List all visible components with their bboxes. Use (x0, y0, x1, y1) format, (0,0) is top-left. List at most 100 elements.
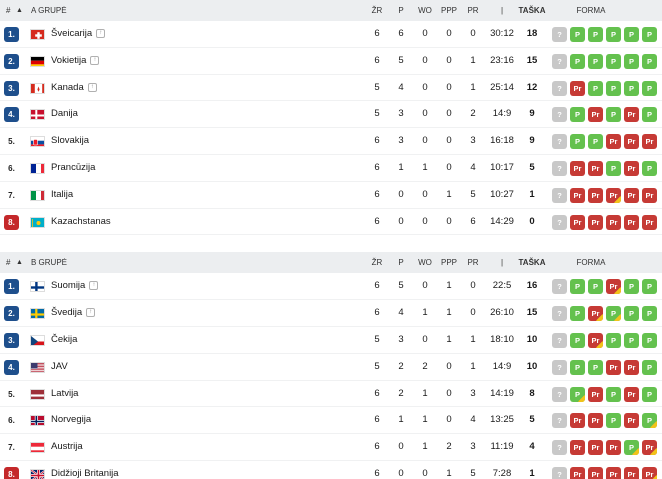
team-name-text[interactable]: JAV (51, 360, 68, 372)
team-name-text[interactable]: Šveicarija (51, 28, 93, 39)
form-win-badge[interactable]: P (570, 332, 585, 348)
qualified-icon[interactable]: ↑ (89, 281, 99, 291)
form-loss-badge[interactable]: Pr (624, 386, 639, 402)
team-name[interactable]: Šveicarija ↑ (51, 21, 106, 48)
form-loss-badge[interactable]: Pr (588, 214, 603, 230)
form-upcoming-badge[interactable]: ? (552, 466, 567, 479)
table-row[interactable]: 4. JAV 5 2 2 0 1 14:9 10 ? P P Pr Pr P (0, 354, 662, 381)
rank-column-header[interactable]: # (6, 258, 11, 268)
team-name-text[interactable]: Norvegija (51, 414, 92, 426)
form-win-badge[interactable]: P (624, 440, 639, 456)
form-upcoming-badge[interactable]: ? (552, 80, 567, 96)
form-win-badge[interactable]: P (624, 80, 639, 96)
form-win-badge[interactable]: P (570, 359, 585, 375)
team-name[interactable]: Didžioji Britanija (51, 461, 119, 479)
form-win-badge[interactable]: P (606, 53, 621, 69)
form-win-badge[interactable]: P (588, 279, 603, 295)
form-win-badge[interactable]: P (642, 306, 657, 322)
team-name[interactable]: Kazachstanas (51, 209, 111, 236)
table-row[interactable]: 3. Čekija 5 3 0 1 1 18:10 10 ? P Pr P P P (0, 327, 662, 354)
form-upcoming-badge[interactable]: ? (552, 53, 567, 69)
goals-column-header[interactable]: | (500, 6, 504, 15)
team-name-text[interactable]: Suomija (51, 280, 86, 292)
table-row[interactable]: 1. Šveicarija ↑ 6 6 0 0 0 30:12 18 ? P P P P P (0, 21, 662, 48)
form-loss-badge[interactable]: Pr (588, 160, 603, 176)
form-loss-badge[interactable]: Pr (642, 466, 657, 479)
form-loss-badge[interactable]: Pr (606, 187, 621, 203)
ot-losses-column-header[interactable]: PPP (440, 258, 457, 268)
qualified-icon[interactable]: ↑ (90, 55, 100, 65)
form-win-badge[interactable]: P (570, 306, 585, 322)
table-row[interactable]: 7. Austrija 6 0 1 2 3 11:19 4 ? Pr Pr Pr P Pr (0, 434, 662, 461)
form-upcoming-badge[interactable]: ? (552, 107, 567, 123)
team-name[interactable]: Švedija ↑ (51, 300, 96, 327)
form-win-badge[interactable]: P (642, 332, 657, 348)
form-win-badge[interactable]: P (624, 279, 639, 295)
points-column-header[interactable]: TAŠKA (518, 258, 546, 268)
form-loss-badge[interactable]: Pr (588, 440, 603, 456)
team-name[interactable]: Suomija ↑ (51, 273, 99, 300)
team-name-text[interactable]: Austrija (51, 441, 83, 453)
wins-column-header[interactable]: P (398, 6, 404, 15)
team-name[interactable]: Vokietija ↑ (51, 48, 100, 75)
table-row[interactable]: 5. Slovakija 6 3 0 0 3 16:18 9 ? P P Pr Pr Pr (0, 128, 662, 155)
table-row[interactable]: 8. Didžioji Britanija 6 0 0 1 5 7:28 1 ?… (0, 461, 662, 479)
table-row[interactable]: 5. Latvija 6 2 1 0 3 14:19 8 ? P Pr P Pr P (0, 381, 662, 408)
form-loss-badge[interactable]: Pr (570, 160, 585, 176)
form-upcoming-badge[interactable]: ? (552, 134, 567, 150)
form-loss-badge[interactable]: Pr (624, 187, 639, 203)
table-row[interactable]: 6. Prancūzija 6 1 1 0 4 10:17 5 ? Pr Pr P Pr… (0, 155, 662, 182)
form-win-badge[interactable]: P (642, 80, 657, 96)
form-loss-badge[interactable]: Pr (606, 214, 621, 230)
form-loss-badge[interactable]: Pr (588, 332, 603, 348)
team-name-text[interactable]: Kazachstanas (51, 215, 111, 227)
form-loss-badge[interactable]: Pr (588, 386, 603, 402)
points-column-header[interactable]: TAŠKA (518, 6, 546, 15)
form-loss-badge[interactable]: Pr (624, 413, 639, 429)
team-name[interactable]: JAV (51, 354, 68, 381)
table-row[interactable]: 6. Norvegija 6 1 1 0 4 13:25 5 ? Pr Pr P Pr P (0, 407, 662, 435)
form-loss-badge[interactable]: Pr (570, 214, 585, 230)
form-loss-badge[interactable]: Pr (624, 107, 639, 123)
form-win-badge[interactable]: P (642, 107, 657, 123)
form-loss-badge[interactable]: Pr (588, 466, 603, 479)
sort-icon[interactable]: ▲ (16, 7, 23, 14)
form-loss-badge[interactable]: Pr (624, 134, 639, 150)
form-win-badge[interactable]: P (606, 160, 621, 176)
losses-column-header[interactable]: PR (467, 6, 479, 15)
team-name-text[interactable]: Danija (51, 108, 78, 120)
team-name[interactable]: Prancūzija (51, 155, 95, 182)
form-upcoming-badge[interactable]: ? (552, 214, 567, 230)
team-name-text[interactable]: Didžioji Britanija (51, 467, 119, 479)
team-name-text[interactable]: Čekija (51, 333, 78, 345)
form-win-badge[interactable]: P (642, 413, 657, 429)
table-row[interactable]: 7. Italija 6 0 0 1 5 10:27 1 ? Pr Pr Pr Pr Pr (0, 182, 662, 209)
form-loss-badge[interactable]: Pr (606, 359, 621, 375)
form-loss-badge[interactable]: Pr (606, 279, 621, 295)
form-upcoming-badge[interactable]: ? (552, 413, 567, 429)
form-loss-badge[interactable]: Pr (642, 187, 657, 203)
team-name[interactable]: Italija (51, 182, 73, 209)
form-win-badge[interactable]: P (588, 359, 603, 375)
form-win-badge[interactable]: P (606, 80, 621, 96)
team-name[interactable]: Slovakija (51, 128, 89, 155)
team-name-text[interactable]: Slovakija (51, 135, 90, 147)
form-win-badge[interactable]: P (570, 27, 585, 42)
form-win-badge[interactable]: P (642, 160, 657, 176)
qualified-icon[interactable]: ↑ (96, 28, 106, 38)
table-row[interactable]: 3. Kanada ↑ 5 4 0 0 1 25:14 12 ? Pr P P P P (0, 75, 662, 102)
played-column-header[interactable]: ŽR (371, 258, 383, 268)
team-name-text[interactable]: Vokietija (51, 54, 87, 66)
form-win-badge[interactable]: P (570, 53, 585, 69)
table-row[interactable]: 8. Kazachstanas 6 0 0 0 6 14:29 0 ? Pr Pr P… (0, 209, 662, 236)
form-win-badge[interactable]: P (624, 53, 639, 69)
ot-wins-column-header[interactable]: WO (418, 258, 432, 268)
form-loss-badge[interactable]: Pr (588, 187, 603, 203)
team-name[interactable]: Latvija (51, 381, 78, 408)
form-loss-badge[interactable]: Pr (570, 80, 585, 96)
team-name[interactable]: Kanada ↑ (51, 75, 97, 102)
table-row[interactable]: 2. Vokietija ↑ 6 5 0 0 1 23:16 15 ? P P P P P (0, 48, 662, 75)
team-name[interactable]: Norvegija (51, 407, 91, 434)
team-name-text[interactable]: Prancūzija (51, 161, 96, 173)
form-win-badge[interactable]: P (570, 107, 585, 123)
